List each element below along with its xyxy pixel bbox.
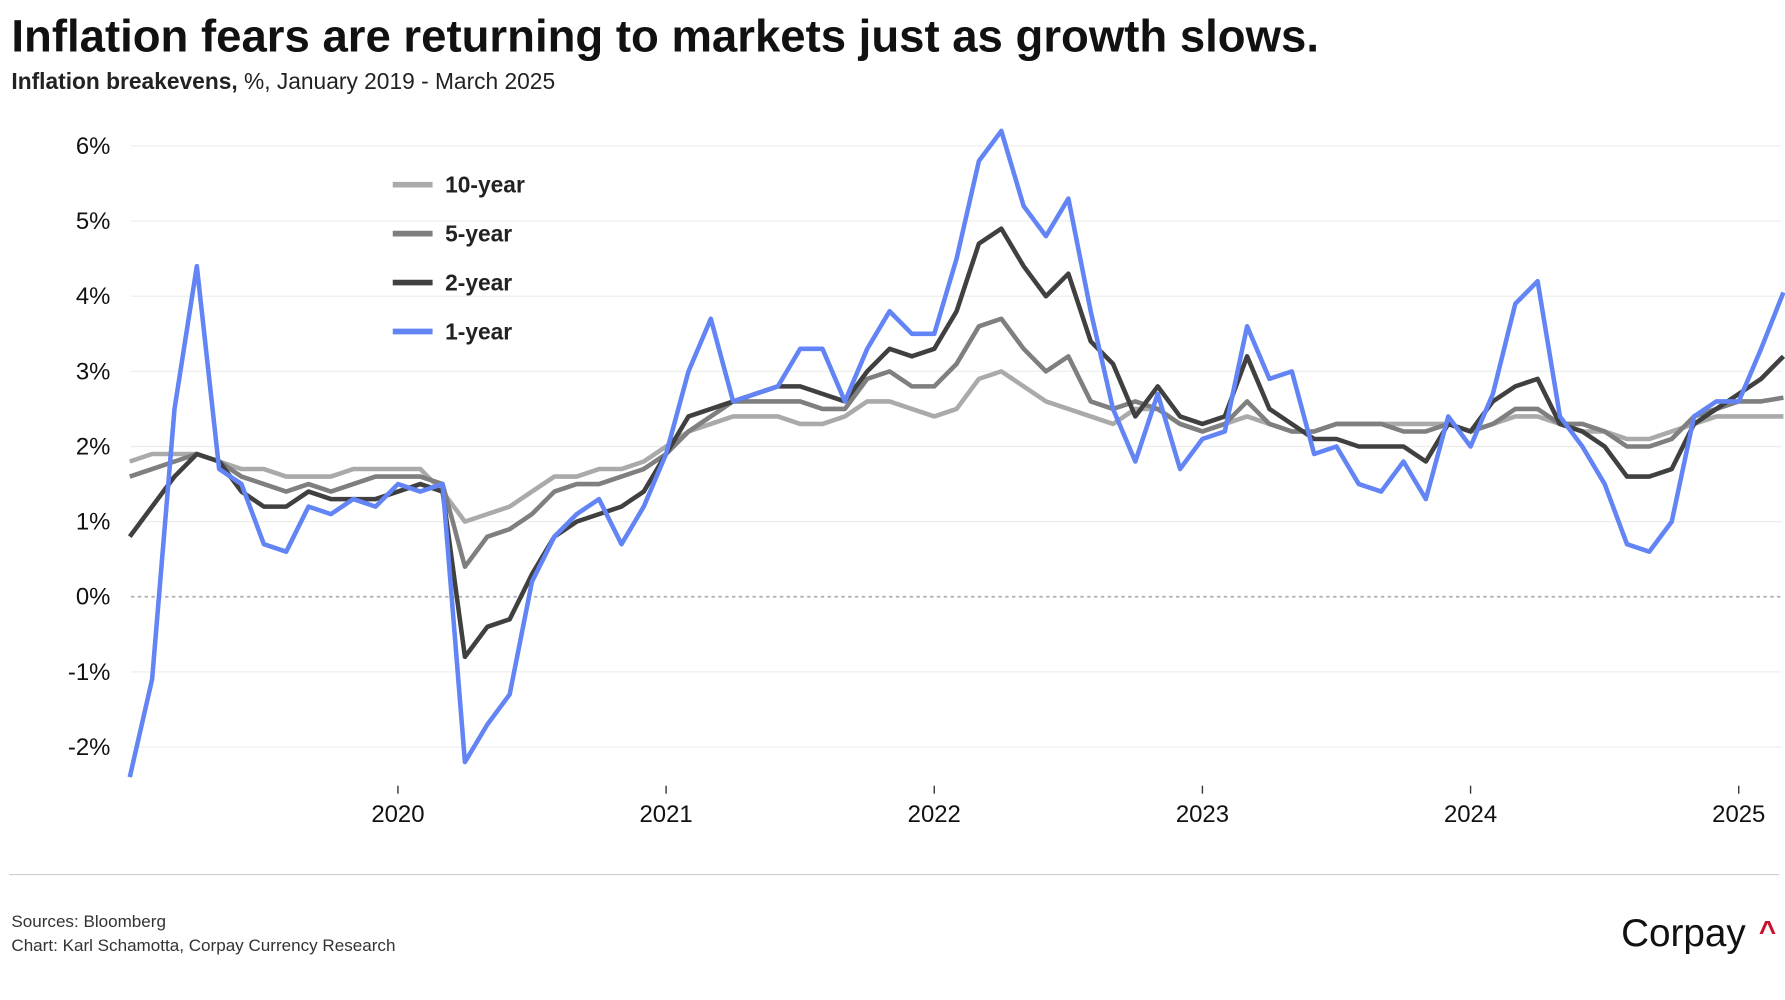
legend: 10-year 5-year 2-year 1-year	[392, 172, 525, 344]
y-tick-label: 6%	[76, 133, 111, 160]
legend-label: 2-year	[445, 270, 512, 296]
x-tick-label: 2023	[1176, 801, 1229, 828]
series-line-5-year	[129, 316, 1784, 569]
chart-subtitle: Inflation breakevens, %, January 2019 - …	[11, 68, 555, 94]
x-tick-label: 2022	[908, 801, 961, 828]
x-tick-label: 2020	[371, 801, 424, 828]
logo-caret-icon: ^	[1759, 916, 1776, 949]
x-tick-label: 2024	[1444, 801, 1497, 828]
sources-note: Sources: Bloomberg	[11, 912, 166, 931]
series-line-1-year	[127, 128, 1785, 778]
gridlines	[130, 145, 1782, 748]
legend-item-1-year: 1-year	[392, 318, 512, 344]
subtitle-bold: Inflation breakevens,	[11, 68, 237, 94]
page-title: Inflation fears are returning to markets…	[11, 10, 1319, 61]
y-tick-label: 4%	[76, 283, 111, 310]
y-axis-ticks: 6% 5% 4% 3% 2% 1% 0% -1% -2%	[68, 133, 111, 761]
logo-text: Corpay	[1621, 912, 1746, 955]
x-axis-ticks: 2020 2021 2022 2023 2024 2025	[371, 785, 1765, 828]
y-tick-label: -2%	[68, 734, 111, 761]
legend-item-2-year: 2-year	[392, 270, 512, 296]
y-tick-label: 1%	[76, 509, 111, 536]
corpay-logo: Corpay ^	[1621, 912, 1776, 955]
x-tick-label: 2025	[1712, 801, 1765, 828]
series-line-10-year	[129, 369, 1784, 524]
y-tick-label: 2%	[76, 433, 111, 460]
legend-label: 5-year	[445, 221, 512, 247]
legend-label: 1-year	[445, 318, 512, 344]
legend-item-5-year: 5-year	[392, 221, 512, 247]
legend-label: 10-year	[445, 172, 525, 198]
subtitle-rest: %, January 2019 - March 2025	[238, 68, 555, 94]
series-line-2-year	[127, 226, 1785, 660]
y-tick-label: 5%	[76, 208, 111, 235]
y-tick-label: 3%	[76, 358, 111, 385]
x-tick-label: 2021	[640, 801, 693, 828]
y-tick-label: 0%	[76, 584, 111, 611]
legend-item-10-year: 10-year	[392, 172, 525, 198]
chart-credit: Chart: Karl Schamotta, Corpay Currency R…	[11, 936, 395, 955]
series-lines	[127, 128, 1785, 778]
y-tick-label: -1%	[68, 659, 111, 686]
